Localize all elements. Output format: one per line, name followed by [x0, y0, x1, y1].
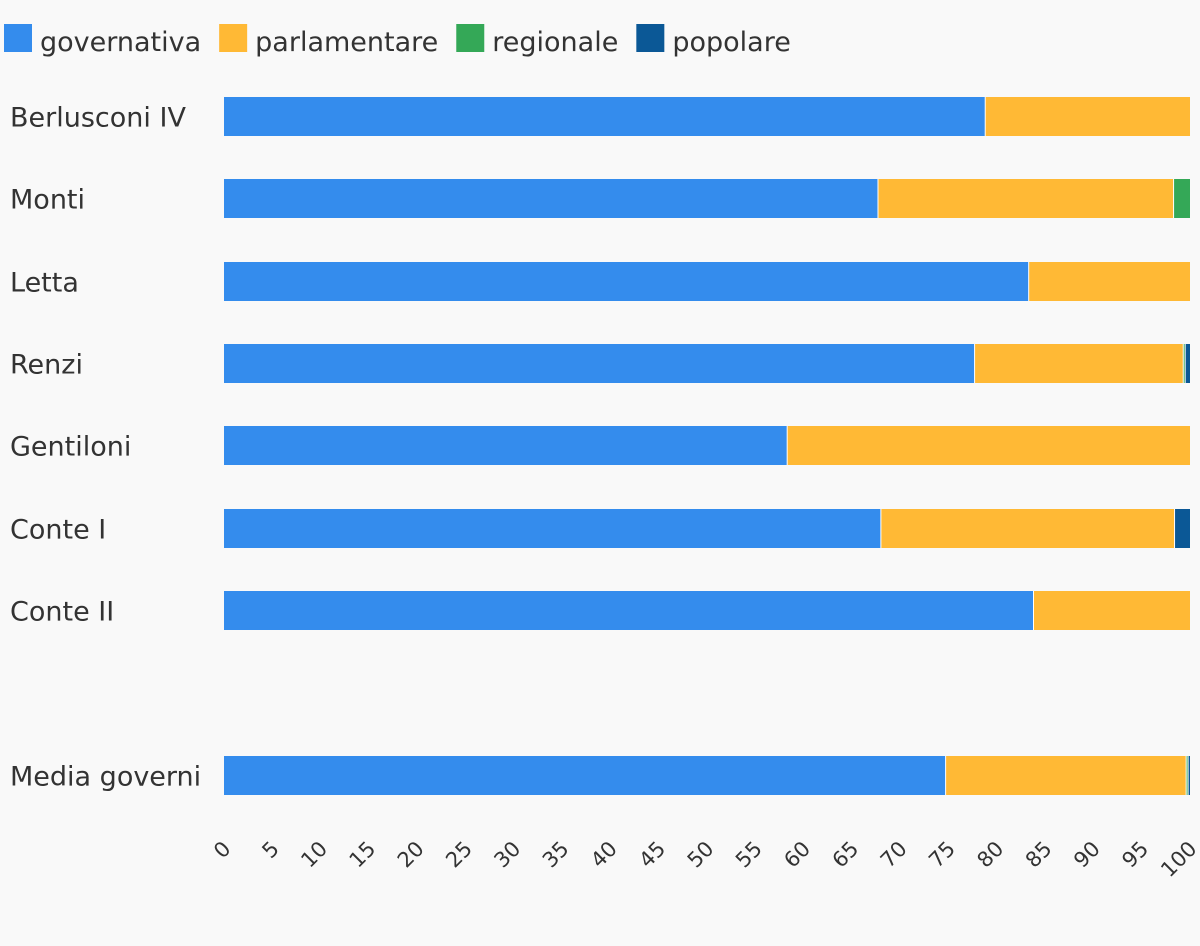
- x-tick-label-25: 25: [441, 837, 477, 873]
- legend-item-regionale: regionale: [456, 24, 618, 58]
- category-label-monti: Monti: [10, 185, 85, 216]
- x-tick-label-30: 30: [489, 837, 525, 873]
- bar-media-governi-parlamentare: [945, 756, 1187, 795]
- bar-row-conte-i: [224, 509, 1190, 548]
- x-tick-label-55: 55: [731, 837, 767, 873]
- bar-monti-regionale: [1173, 179, 1190, 218]
- bar-conte-i-popolare: [1174, 509, 1190, 548]
- category-label-gentiloni: Gentiloni: [10, 432, 131, 463]
- legend-label-parlamentare: parlamentare: [255, 27, 438, 58]
- x-axis-ticks: 0 5 10 15 20 25 30 35 40 45 50 55 60 65 70 75 80 85 90 95 10…: [209, 837, 1200, 882]
- bar-conte-i-governativa: [224, 509, 881, 548]
- x-tick-label-5: 5: [257, 837, 283, 863]
- x-tick-label-50: 50: [683, 837, 719, 873]
- bar-berlusconi-iv-parlamentare: [985, 97, 1190, 136]
- category-label-renzi: Renzi: [10, 350, 83, 381]
- x-tick-label-40: 40: [586, 837, 622, 873]
- x-tick-label-90: 90: [1069, 837, 1105, 873]
- bar-row-letta: [224, 262, 1190, 301]
- bar-renzi-regionale: [1183, 344, 1186, 383]
- bar-row-monti: [224, 179, 1190, 218]
- x-tick-label-65: 65: [828, 837, 864, 873]
- bar-letta-parlamentare: [1028, 262, 1190, 301]
- bar-gentiloni-parlamentare: [787, 426, 1190, 465]
- legend-label-popolare: popolare: [672, 27, 790, 58]
- legend-item-parlamentare: parlamentare: [219, 24, 438, 58]
- x-tick-label-60: 60: [779, 837, 815, 873]
- bar-renzi-popolare: [1185, 344, 1190, 383]
- x-tick-label-100: 100: [1156, 837, 1200, 882]
- category-label-conte-i: Conte I: [10, 515, 106, 546]
- legend-item-popolare: popolare: [636, 24, 791, 58]
- legend-swatch-parlamentare: [219, 24, 248, 52]
- legend-item-governativa: governativa: [4, 24, 201, 58]
- bar-row-renzi: [224, 344, 1190, 383]
- x-tick-label-45: 45: [634, 837, 670, 873]
- x-tick-label-70: 70: [876, 837, 912, 873]
- bar-conte-ii-governativa: [224, 591, 1034, 630]
- x-tick-label-75: 75: [924, 837, 960, 873]
- bar-monti-parlamentare: [877, 179, 1174, 218]
- bar-letta-governativa: [224, 262, 1029, 301]
- category-label-berlusconi-iv: Berlusconi IV: [10, 103, 186, 134]
- x-tick-label-35: 35: [538, 837, 574, 873]
- x-tick-label-80: 80: [972, 837, 1008, 873]
- bar-gentiloni-governativa: [224, 426, 788, 465]
- legend-label-governativa: governativa: [40, 27, 201, 58]
- x-tick-label-10: 10: [296, 837, 332, 873]
- bar-monti-governativa: [224, 179, 878, 218]
- chart-legend: governativa parlamentare regionale popolare: [4, 24, 791, 58]
- bar-renzi-governativa: [224, 344, 975, 383]
- bars: [224, 97, 1190, 795]
- x-tick-label-20: 20: [393, 837, 429, 873]
- bar-row-conte-ii: [224, 591, 1190, 630]
- legend-swatch-governativa: [4, 24, 32, 52]
- category-labels: Berlusconi IV Monti Letta Renzi Gentiloni Con…: [10, 103, 201, 793]
- category-label-conte-ii: Conte II: [10, 597, 114, 628]
- x-tick-label-0: 0: [209, 837, 235, 863]
- legend-label-regionale: regionale: [492, 27, 618, 58]
- category-label-media-governi: Media governi: [10, 762, 201, 793]
- bar-media-governi-popolare: [1188, 756, 1190, 795]
- bar-row-media-governi: [224, 756, 1190, 795]
- legend-swatch-popolare: [636, 24, 665, 52]
- x-tick-label-85: 85: [1021, 837, 1057, 873]
- category-label-letta: Letta: [10, 268, 79, 299]
- bar-media-governi-regionale: [1186, 756, 1189, 795]
- bar-berlusconi-iv-governativa: [224, 97, 986, 136]
- bar-row-berlusconi-iv: [224, 97, 1190, 136]
- legend-swatch-regionale: [456, 24, 485, 52]
- x-tick-label-15: 15: [345, 837, 381, 873]
- bar-renzi-parlamentare: [974, 344, 1184, 383]
- bar-row-gentiloni: [224, 426, 1190, 465]
- bar-conte-i-parlamentare: [880, 509, 1175, 548]
- x-tick-label-95: 95: [1117, 837, 1153, 873]
- bar-conte-ii-parlamentare: [1033, 591, 1190, 630]
- bar-media-governi-governativa: [224, 756, 946, 795]
